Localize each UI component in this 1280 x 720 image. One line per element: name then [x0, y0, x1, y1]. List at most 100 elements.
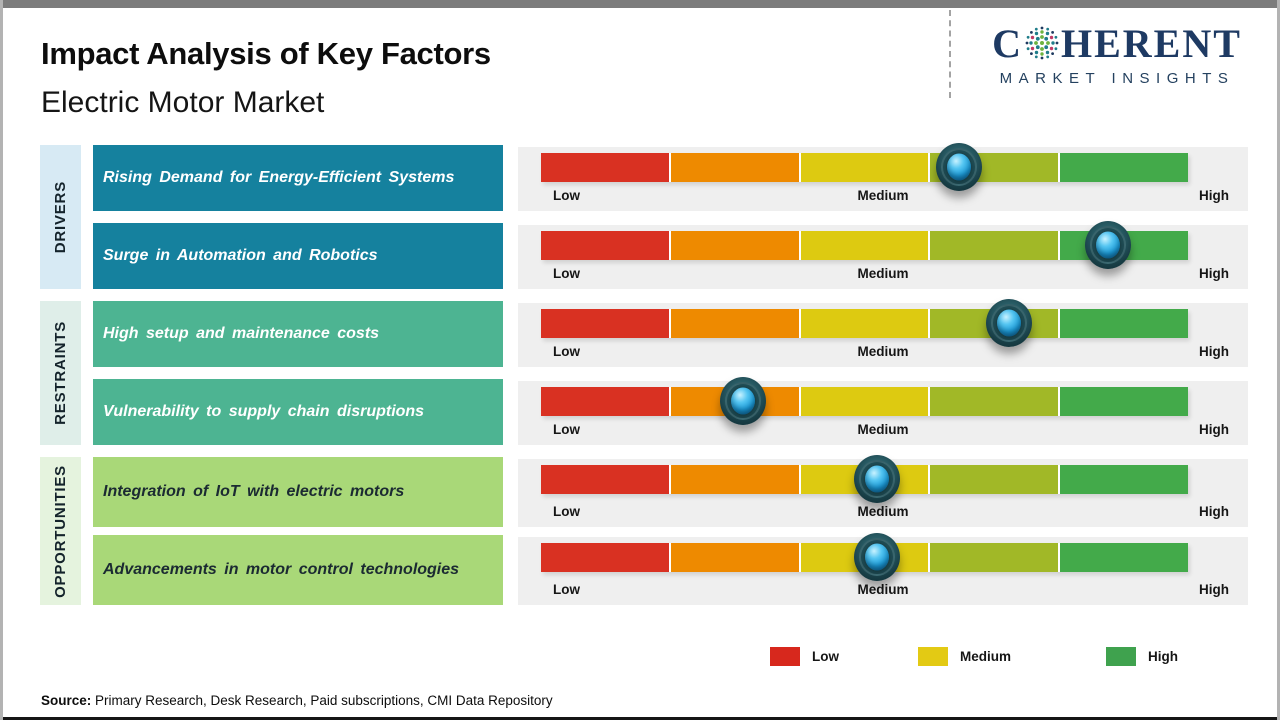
- scale-segment-low-medium: [670, 465, 799, 494]
- logo-letter-c: C: [992, 21, 1023, 66]
- legend-item-low: Low: [770, 647, 839, 666]
- impact-marker: [1084, 221, 1131, 269]
- scale-labels: Low Medium High: [518, 422, 1248, 438]
- scale-segment-medium: [800, 387, 929, 416]
- globe-logo-icon: [1025, 26, 1059, 60]
- scale-segment-high: [1060, 543, 1188, 572]
- impact-marker: [853, 455, 900, 503]
- top-border-bar: [3, 0, 1277, 8]
- scale-labels: Low Medium High: [518, 582, 1248, 598]
- legend-swatch-high: [1106, 647, 1136, 666]
- bottom-border-bar: [3, 717, 1277, 720]
- scale-segment-low-medium: [670, 309, 799, 338]
- legend-item-high: High: [1106, 647, 1178, 666]
- category-strip-opportunities: OPPORTUNITIES: [40, 457, 81, 605]
- impact-scale-panel: Low Medium High: [518, 299, 1248, 367]
- scale-segment-low: [541, 153, 669, 182]
- impact-scale-panel: Low Medium High: [518, 533, 1248, 605]
- factor-box-opportunity-2: Advancements in motor control technologi…: [93, 535, 503, 605]
- impact-scale-panel: Low Medium High: [518, 221, 1248, 289]
- scale-labels: Low Medium High: [518, 266, 1248, 282]
- source-line: Source: Primary Research, Desk Research,…: [41, 693, 553, 708]
- scale-segment-medium-high: [930, 543, 1059, 572]
- scale-segment-medium: [800, 309, 929, 338]
- category-label-drivers: DRIVERS: [52, 180, 69, 254]
- impact-marker: [853, 533, 900, 581]
- factor-box-driver-1: Rising Demand for Energy-Efficient Syste…: [93, 145, 503, 211]
- scale-label-high: High: [1199, 344, 1229, 359]
- scale-segment-medium-high: [930, 465, 1059, 494]
- scale-label-medium: Medium: [857, 266, 909, 281]
- scale-labels: Low Medium High: [518, 188, 1248, 204]
- category-label-opportunities: OPPORTUNITIES: [52, 464, 69, 598]
- scale-segment-low-medium: [670, 153, 799, 182]
- impact-scale-panel: Low Medium High: [518, 143, 1248, 211]
- page-subtitle: Electric Motor Market: [41, 86, 325, 119]
- scale-segment-medium-high: [930, 231, 1059, 260]
- brand-wordmark: C HERENT: [971, 24, 1263, 64]
- impact-scale-bar: [541, 221, 1188, 269]
- legend-swatch-medium: [918, 647, 948, 666]
- logo-tagline: MARKET INSIGHTS: [999, 70, 1235, 87]
- factor-label: High setup and maintenance costs: [103, 325, 380, 343]
- legend-item-medium: Medium: [918, 647, 1011, 666]
- scale-label-medium: Medium: [857, 188, 909, 203]
- scale-label-high: High: [1199, 266, 1229, 281]
- impact-scale-panel: Low Medium High: [518, 455, 1248, 527]
- brand-logo: C HERENT MARKET INSIGHTS: [971, 24, 1263, 88]
- category-strip-drivers: DRIVERS: [40, 145, 81, 289]
- scale-segment-medium-high: [930, 387, 1059, 416]
- scale-segment-low: [541, 465, 669, 494]
- scale-label-low: Low: [553, 504, 580, 519]
- scale-segment-medium: [800, 153, 929, 182]
- scale-segment-low-medium: [670, 231, 799, 260]
- scale-segment-high: [1060, 465, 1188, 494]
- impact-marker: [985, 299, 1032, 347]
- scale-label-low: Low: [553, 422, 580, 437]
- legend-label-low: Low: [812, 649, 839, 664]
- factor-label: Advancements in motor control technologi…: [103, 561, 460, 579]
- impact-scale-bar: [541, 299, 1188, 347]
- scale-label-medium: Medium: [857, 422, 909, 437]
- scale-label-high: High: [1199, 188, 1229, 203]
- factor-label: Integration of IoT with electric motors: [103, 483, 405, 501]
- impact-scale-bar: [541, 143, 1188, 191]
- scale-labels: Low Medium High: [518, 344, 1248, 360]
- source-text: Primary Research, Desk Research, Paid su…: [91, 693, 553, 708]
- scale-segment-low: [541, 231, 669, 260]
- scale-label-high: High: [1199, 582, 1229, 597]
- impact-marker: [719, 377, 766, 425]
- logo-divider-line: [949, 10, 951, 98]
- legend-swatch-low: [770, 647, 800, 666]
- source-label: Source:: [41, 693, 92, 708]
- scale-labels: Low Medium High: [518, 504, 1248, 520]
- impact-scale-bar: [541, 377, 1188, 425]
- factor-label: Rising Demand for Energy-Efficient Syste…: [103, 169, 455, 187]
- scale-label-low: Low: [553, 188, 580, 203]
- page-title: Impact Analysis of Key Factors: [41, 36, 491, 71]
- scale-label-low: Low: [553, 266, 580, 281]
- scale-segment-low: [541, 543, 669, 572]
- scale-segment-low: [541, 387, 669, 416]
- scale-segment-low: [541, 309, 669, 338]
- scale-segment-high: [1060, 309, 1188, 338]
- scale-label-high: High: [1199, 504, 1229, 519]
- impact-scale-bar: [541, 455, 1188, 503]
- impact-marker: [935, 143, 982, 191]
- scale-label-high: High: [1199, 422, 1229, 437]
- factor-box-driver-2: Surge in Automation and Robotics: [93, 223, 503, 289]
- scale-segment-high: [1060, 387, 1188, 416]
- legend-label-high: High: [1148, 649, 1178, 664]
- factor-box-restraint-2: Vulnerability to supply chain disruption…: [93, 379, 503, 445]
- scale-label-medium: Medium: [857, 582, 909, 597]
- category-label-restraints: RESTRAINTS: [52, 321, 69, 425]
- scale-label-low: Low: [553, 582, 580, 597]
- factor-box-restraint-1: High setup and maintenance costs: [93, 301, 503, 367]
- scale-label-medium: Medium: [857, 504, 909, 519]
- impact-scale-bar: [541, 533, 1188, 581]
- logo-letters-herent: HERENT: [1060, 21, 1242, 66]
- scale-label-low: Low: [553, 344, 580, 359]
- legend-label-medium: Medium: [960, 649, 1012, 664]
- scale-label-medium: Medium: [857, 344, 909, 359]
